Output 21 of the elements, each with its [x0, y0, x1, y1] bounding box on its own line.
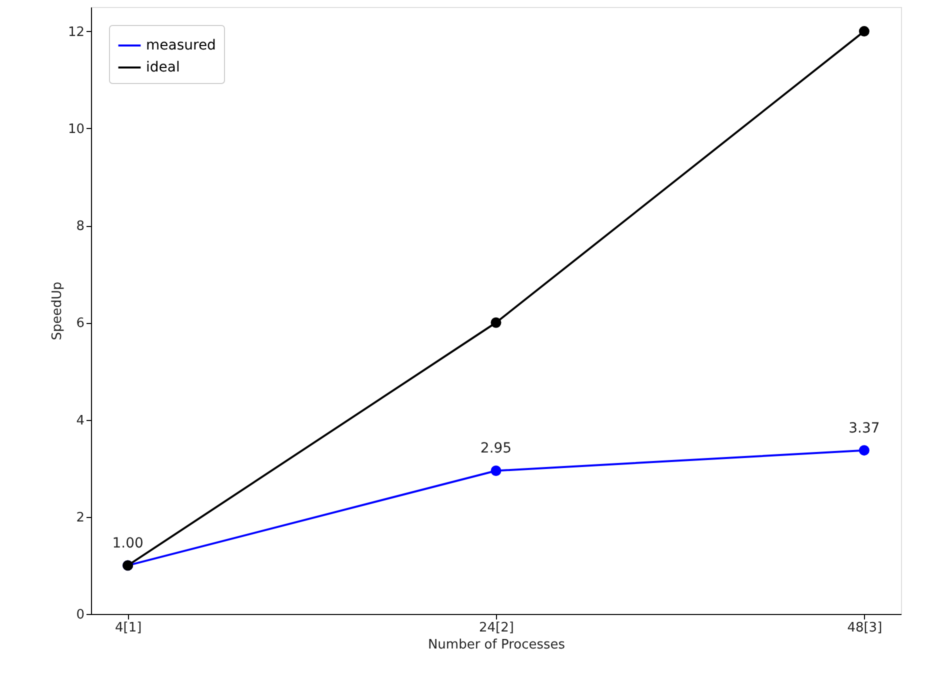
- y-tick-label: 10: [68, 122, 84, 137]
- x-tick-label: 24[2]: [479, 620, 514, 636]
- x-tick-label: 48[3]: [847, 620, 882, 636]
- y-tick-label: 2: [76, 510, 84, 526]
- point: [490, 466, 502, 476]
- x-axis-title: Number of Processes: [428, 638, 566, 652]
- data-label: 2.95: [480, 440, 512, 457]
- y-tick-label: 8: [76, 219, 84, 234]
- data-label: 1.00: [112, 535, 144, 552]
- y-tick-label: 4: [76, 413, 84, 428]
- legend-label: measured: [146, 38, 216, 54]
- legend-label: ideal: [146, 60, 180, 76]
- x-tick-label: 4[1]: [114, 620, 142, 636]
- y-axis-title: SpeedUp: [50, 282, 65, 340]
- y-tick-label: 12: [68, 24, 84, 40]
- point: [858, 445, 870, 456]
- y-tick-label: 6: [76, 316, 84, 332]
- point: [858, 26, 870, 37]
- point: [490, 317, 502, 328]
- y-tick-label: 0: [76, 608, 84, 622]
- data-label: 3.37: [848, 420, 880, 436]
